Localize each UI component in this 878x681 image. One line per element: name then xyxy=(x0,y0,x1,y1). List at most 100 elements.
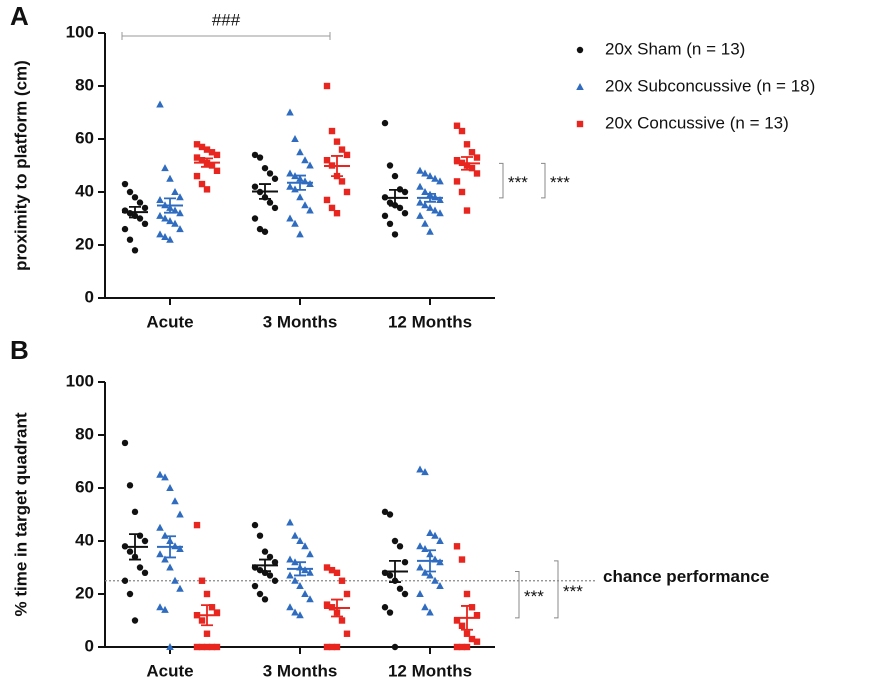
data-point xyxy=(251,521,259,529)
data-point xyxy=(401,210,409,217)
data-point xyxy=(416,563,424,571)
data-point xyxy=(381,212,389,220)
data-point xyxy=(338,577,346,584)
data-point xyxy=(161,555,169,563)
data-point xyxy=(386,609,394,616)
data-point xyxy=(301,201,309,209)
data-point xyxy=(416,166,424,174)
data-point xyxy=(426,227,434,235)
comparison-bracket xyxy=(515,570,520,619)
data-point xyxy=(161,473,169,481)
data-point xyxy=(458,622,466,629)
data-point xyxy=(136,215,144,222)
data-point xyxy=(421,468,429,476)
data-point xyxy=(386,220,394,227)
data-point xyxy=(296,537,304,544)
data-point xyxy=(203,146,211,153)
data-point xyxy=(208,643,216,651)
data-point xyxy=(328,566,336,574)
data-point xyxy=(468,149,476,156)
data-point xyxy=(416,542,424,550)
data-point xyxy=(426,529,434,537)
data-point xyxy=(271,175,279,182)
data-point xyxy=(141,204,149,212)
data-point xyxy=(426,203,434,211)
data-point xyxy=(161,605,169,613)
data-point xyxy=(141,569,149,576)
data-point xyxy=(328,127,336,135)
sem-bar xyxy=(461,605,473,631)
data-point xyxy=(193,521,201,529)
data-point xyxy=(458,188,466,196)
data-point xyxy=(323,643,331,651)
data-point xyxy=(338,617,346,624)
data-point xyxy=(271,204,279,212)
data-point xyxy=(386,199,394,206)
data-point xyxy=(156,603,164,611)
data-point xyxy=(296,193,304,201)
comparison-label: *** xyxy=(524,587,544,606)
sem-bar xyxy=(294,561,306,577)
data-point xyxy=(431,531,439,539)
data-point xyxy=(213,151,221,159)
data-point xyxy=(576,120,584,128)
data-point xyxy=(416,198,424,206)
data-point xyxy=(131,617,139,624)
data-point xyxy=(306,206,314,214)
data-point xyxy=(338,178,346,185)
data-point xyxy=(136,564,144,571)
data-point xyxy=(126,548,134,555)
data-point xyxy=(156,550,164,558)
data-point xyxy=(266,572,274,579)
sem-bar xyxy=(129,533,141,561)
x-tick-label: 12 Months xyxy=(388,312,472,331)
data-point xyxy=(256,154,264,161)
data-point xyxy=(266,199,274,206)
data-point xyxy=(261,228,269,235)
data-point xyxy=(426,608,434,616)
y-tick-label: 0 xyxy=(85,636,94,655)
data-point xyxy=(166,174,174,182)
data-point xyxy=(306,550,314,558)
data-point xyxy=(166,563,174,571)
data-point xyxy=(271,577,279,584)
data-point xyxy=(343,630,351,637)
data-point xyxy=(343,188,351,196)
sem-bar xyxy=(164,197,176,214)
data-point xyxy=(208,162,216,169)
data-point xyxy=(156,211,164,219)
sem-bar xyxy=(259,183,271,200)
x-tick-label: 3 Months xyxy=(263,312,338,331)
data-point xyxy=(198,577,206,584)
data-point xyxy=(198,143,206,151)
y-tick-label: 100 xyxy=(66,22,94,41)
data-point xyxy=(458,556,466,563)
data-point xyxy=(171,188,179,195)
data-point xyxy=(396,543,404,550)
panel-label: A xyxy=(10,1,29,31)
data-point xyxy=(426,571,434,579)
data-point xyxy=(323,196,331,204)
y-tick-label: 60 xyxy=(75,477,94,496)
data-point xyxy=(576,46,584,54)
data-point xyxy=(291,576,299,584)
data-point xyxy=(213,609,221,616)
data-point xyxy=(453,617,461,624)
data-point xyxy=(193,643,201,651)
data-point xyxy=(198,157,206,164)
data-point xyxy=(386,162,394,169)
sem-bar xyxy=(389,188,401,207)
data-point xyxy=(166,643,174,650)
data-point xyxy=(391,643,399,651)
data-point xyxy=(286,571,294,579)
comparison-label: *** xyxy=(550,173,570,192)
data-point xyxy=(426,172,434,180)
data-point xyxy=(286,603,294,611)
data-point xyxy=(176,544,184,552)
data-point xyxy=(436,582,444,590)
sem-bar xyxy=(331,155,343,177)
data-point xyxy=(193,141,201,148)
data-point xyxy=(416,211,424,219)
data-point xyxy=(296,611,304,619)
